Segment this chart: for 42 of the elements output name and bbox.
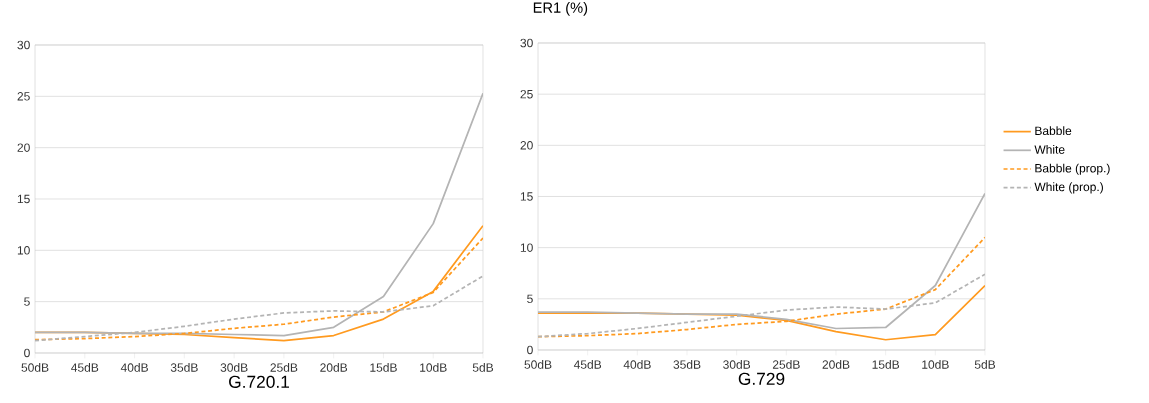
x-tick-label: 5dB: [472, 363, 494, 372]
x-tick-label: 5dB: [974, 360, 996, 369]
y-tick-label: 10: [520, 243, 533, 252]
y-tick-label: 25: [520, 89, 533, 99]
legend-label: White: [1034, 144, 1065, 154]
y-tick-label: 15: [520, 192, 533, 201]
x-tick-label: 20dB: [822, 360, 850, 369]
y-tick-label: 30: [520, 38, 533, 48]
y-tick-label: 10: [17, 246, 30, 255]
y-tick-label: 20: [520, 141, 533, 150]
y-tick-label: 25: [17, 92, 30, 101]
line-series: [35, 92, 483, 337]
x-tick-label: 35dB: [673, 360, 701, 369]
x-tick-label: 40dB: [120, 363, 148, 372]
x-tick-label: 45dB: [573, 360, 602, 369]
y-tick-label: 30: [17, 40, 30, 50]
x-tick-label: 40dB: [623, 360, 651, 369]
x-tick-label: 25dB: [270, 363, 298, 372]
legend-label: Babble (prop.): [1035, 163, 1110, 175]
y-tick-label: 5: [24, 297, 30, 306]
x-tick-label: 15dB: [370, 363, 397, 372]
x-tick-label: 45dB: [71, 363, 99, 372]
y-tick-label: 20: [17, 143, 30, 152]
x-tick-label: 15dB: [872, 360, 900, 369]
x-tick-label: 35dB: [170, 363, 198, 372]
y-tick-label: 5: [527, 294, 533, 304]
legend-label: White (prop.): [1034, 182, 1103, 194]
x-tick-label: 20dB: [320, 363, 348, 372]
x-tick-label: 30dB: [723, 360, 751, 369]
y-tick-label: 0: [527, 345, 533, 355]
y-tick-label: 15: [17, 194, 30, 204]
x-axis-title: G.729: [738, 372, 785, 385]
legend-label: Babble: [1035, 126, 1072, 136]
x-tick-label: 10dB: [420, 363, 447, 372]
x-tick-label: 10dB: [922, 360, 949, 369]
y-tick-label: 0: [24, 348, 30, 358]
x-tick-label: 30dB: [220, 363, 248, 372]
x-tick-label: 50dB: [524, 360, 552, 369]
chart-title: ER1 (%): [533, 2, 588, 16]
x-tick-label: 25dB: [772, 360, 800, 369]
x-axis-title: G.720.1: [229, 375, 290, 388]
x-tick-label: 50dB: [21, 363, 49, 372]
